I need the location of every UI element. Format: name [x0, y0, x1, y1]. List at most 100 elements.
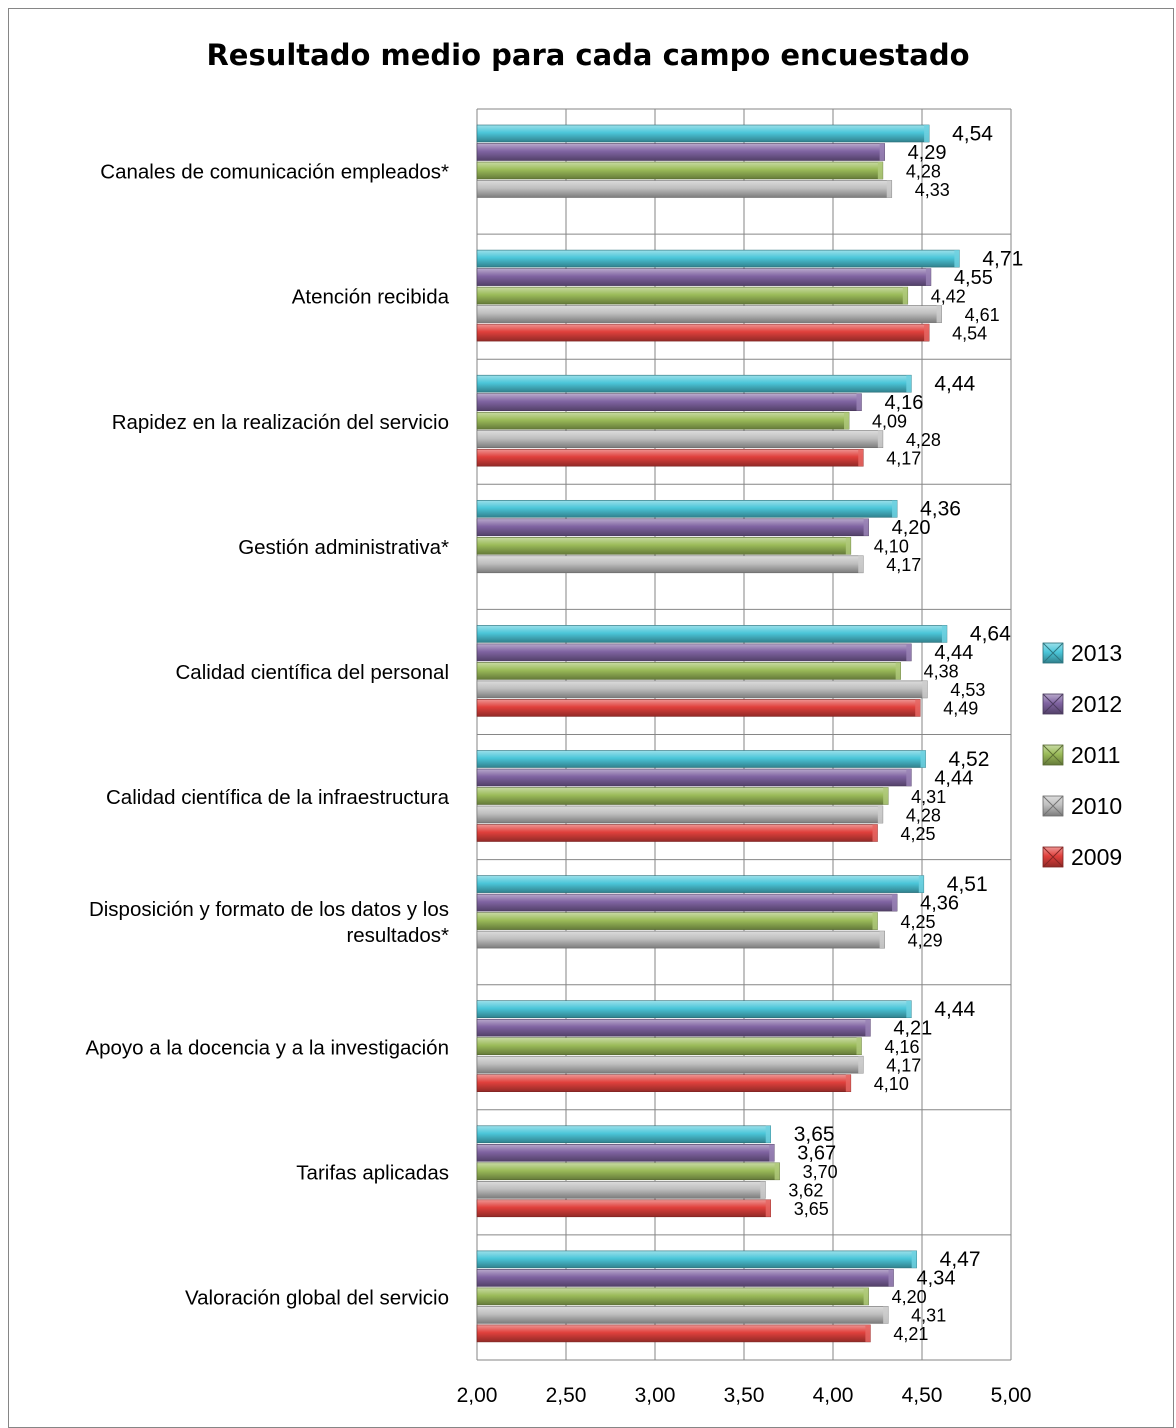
- bar-end-cap: [906, 769, 912, 786]
- data-label: 4,44: [934, 767, 973, 789]
- bar-2010: [476, 430, 884, 449]
- legend-item-2012: 2012: [1042, 691, 1122, 717]
- data-label: 4,52: [949, 748, 990, 771]
- bar-end-cap: [918, 875, 924, 893]
- legend-label: 2010: [1071, 793, 1122, 819]
- bar-2012: [476, 1144, 775, 1162]
- bar-end-cap: [760, 1181, 766, 1199]
- data-label: 4,09: [872, 411, 907, 431]
- bar-2010: [476, 805, 884, 824]
- data-label: 4,28: [906, 430, 941, 450]
- bar-2009: [476, 1199, 772, 1218]
- bar-end-cap: [883, 787, 889, 805]
- bar-end-cap: [954, 250, 960, 268]
- bar-2012: [476, 768, 912, 787]
- bar-end-cap: [877, 162, 883, 179]
- bar-2011: [476, 1037, 862, 1055]
- data-label: 4,31: [911, 787, 946, 807]
- bar-end-cap: [924, 324, 930, 342]
- data-label: 4,16: [884, 392, 923, 414]
- legend-label: 2013: [1071, 640, 1122, 666]
- bar-end-cap: [769, 1144, 775, 1162]
- data-label: 4,20: [892, 1287, 927, 1307]
- bar-end-cap: [936, 305, 942, 323]
- data-label: 3,65: [794, 1199, 829, 1219]
- bar-end-cap: [892, 894, 898, 912]
- bar-2013: [476, 499, 898, 518]
- x-tick-label: 4,00: [813, 1384, 854, 1407]
- data-label: 4,54: [952, 122, 993, 145]
- legend-item-2009: 2009: [1042, 844, 1122, 870]
- category-label: Calidad científica de la infraestructura: [106, 786, 450, 809]
- x-tick-label: 3,00: [635, 1384, 676, 1407]
- bar-end-cap: [924, 125, 930, 142]
- category-label: Apoyo a la docencia y a la investigación: [85, 1036, 449, 1059]
- bar-2011: [476, 411, 850, 430]
- bar-2013: [476, 124, 930, 143]
- data-label: 4,54: [952, 323, 987, 343]
- bar-2010: [476, 1181, 766, 1199]
- bar-2012: [476, 1269, 894, 1287]
- legend-label: 2011: [1071, 742, 1120, 768]
- data-label: 4,21: [893, 1017, 932, 1039]
- legend-label: 2009: [1071, 844, 1122, 870]
- data-label: 4,42: [931, 286, 966, 306]
- category-label: Disposición y formato de los datos y los: [89, 898, 449, 921]
- bar-2012: [476, 1018, 871, 1037]
- category-label: Tarifas aplicadas: [296, 1161, 449, 1184]
- bar-2009: [476, 448, 864, 467]
- legend-item-2011: 2011: [1042, 742, 1120, 768]
- data-label: 4,17: [886, 448, 921, 468]
- bar-end-cap: [892, 500, 898, 518]
- bar-end-cap: [858, 555, 864, 573]
- bar-2012: [476, 643, 912, 662]
- bar-2011: [476, 1287, 869, 1306]
- bar-end-cap: [888, 1269, 894, 1287]
- bar-2011: [476, 1162, 780, 1181]
- bar-end-cap: [883, 1306, 889, 1324]
- bar-end-cap: [877, 430, 883, 448]
- category-label: Calidad científica del personal: [176, 661, 450, 684]
- data-label: 3,62: [788, 1181, 823, 1201]
- data-label: 4,16: [884, 1037, 919, 1057]
- bar-end-cap: [911, 1250, 917, 1268]
- bar-2011: [476, 787, 889, 805]
- bar-end-cap: [872, 912, 878, 930]
- category-label: Atención recibida: [292, 286, 450, 309]
- bar-2012: [476, 518, 869, 537]
- data-label: 4,17: [886, 1055, 921, 1075]
- bar-end-cap: [863, 518, 869, 536]
- data-label: 4,28: [906, 161, 941, 181]
- bar-2010: [476, 305, 942, 323]
- data-label: 4,28: [906, 805, 941, 825]
- bar-end-cap: [858, 1056, 864, 1074]
- bar-2012: [476, 393, 862, 412]
- bar-2009: [476, 1074, 852, 1092]
- bar-end-cap: [765, 1125, 771, 1143]
- bar-end-cap: [895, 662, 901, 680]
- bar-2010: [476, 1055, 864, 1074]
- data-label: 4,53: [950, 680, 985, 700]
- data-label: 4,36: [920, 498, 961, 521]
- data-label: 4,21: [893, 1324, 928, 1344]
- x-tick-label: 4,50: [902, 1384, 943, 1407]
- bar-2009: [476, 699, 921, 717]
- bar-end-cap: [920, 750, 926, 768]
- data-label: 3,70: [803, 1162, 838, 1182]
- bar-2010: [476, 1306, 889, 1324]
- bar-end-cap: [941, 625, 947, 643]
- bar-end-cap: [879, 143, 885, 161]
- bar-2013: [476, 1125, 772, 1144]
- data-label: 4,44: [934, 998, 975, 1021]
- bar-2013: [476, 750, 926, 768]
- bar-2011: [476, 286, 909, 305]
- data-label: 4,10: [874, 537, 909, 557]
- bar-2010: [476, 680, 928, 699]
- bar-end-cap: [858, 449, 864, 467]
- category-label: Valoración global del servicio: [185, 1286, 449, 1309]
- data-label: 4,71: [982, 247, 1023, 270]
- bar-2011: [476, 912, 878, 930]
- data-label: 4,29: [908, 930, 943, 950]
- bar-2011: [476, 536, 852, 555]
- bar-end-cap: [845, 1074, 851, 1092]
